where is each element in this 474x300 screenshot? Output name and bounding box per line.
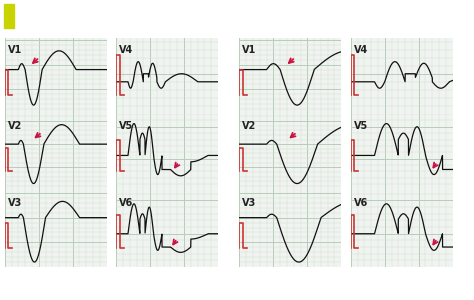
Text: V5: V5: [119, 121, 134, 131]
Text: V5: V5: [354, 121, 368, 131]
Text: 25 mm/s: 25 mm/s: [5, 38, 51, 48]
Text: V6: V6: [354, 198, 368, 208]
Text: V1: V1: [8, 45, 22, 55]
Text: 50 mm/s: 50 mm/s: [239, 38, 285, 48]
Text: Left bundle branch block at two different paper speeds: Left bundle branch block at two differen…: [20, 9, 365, 22]
Text: V2: V2: [8, 121, 22, 131]
Text: V6: V6: [119, 198, 134, 208]
Text: V4: V4: [119, 45, 134, 55]
Text: V1: V1: [242, 45, 257, 55]
Text: V3: V3: [242, 198, 257, 208]
Text: V4: V4: [354, 45, 368, 55]
Text: V3: V3: [8, 198, 22, 208]
Text: V2: V2: [242, 121, 257, 131]
Bar: [4, 4, 14, 28]
